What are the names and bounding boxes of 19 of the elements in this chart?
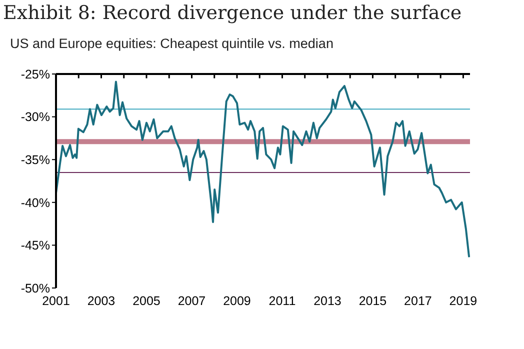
x-tick-label: 2009 xyxy=(223,294,251,308)
x-tick-label: 2005 xyxy=(132,294,160,308)
y-tick-label: -35% xyxy=(20,153,50,168)
x-tick-label: 2007 xyxy=(178,294,206,308)
x-tick-label: 2019 xyxy=(449,294,478,308)
x-tick-label: 2003 xyxy=(87,294,116,308)
y-tick-label: -45% xyxy=(20,238,50,253)
y-tick-label: -50% xyxy=(20,281,50,296)
x-tick-label: 2001 xyxy=(42,294,70,308)
y-tick-label: -30% xyxy=(20,110,50,124)
chart-subtitle: US and Europe equities: Cheapest quintile vs. median xyxy=(10,36,334,51)
x-tick-label: 2013 xyxy=(314,294,342,308)
y-tick-label: -40% xyxy=(20,196,50,210)
x-tick-label: 2011 xyxy=(268,294,296,308)
chart-title: Exhibit 8: Record divergence under the surface xyxy=(3,2,462,24)
x-tick-label: 2015 xyxy=(358,294,387,308)
x-tick-label: 2017 xyxy=(404,294,432,308)
line-series xyxy=(56,80,470,258)
y-tick-label: -25% xyxy=(20,67,50,82)
